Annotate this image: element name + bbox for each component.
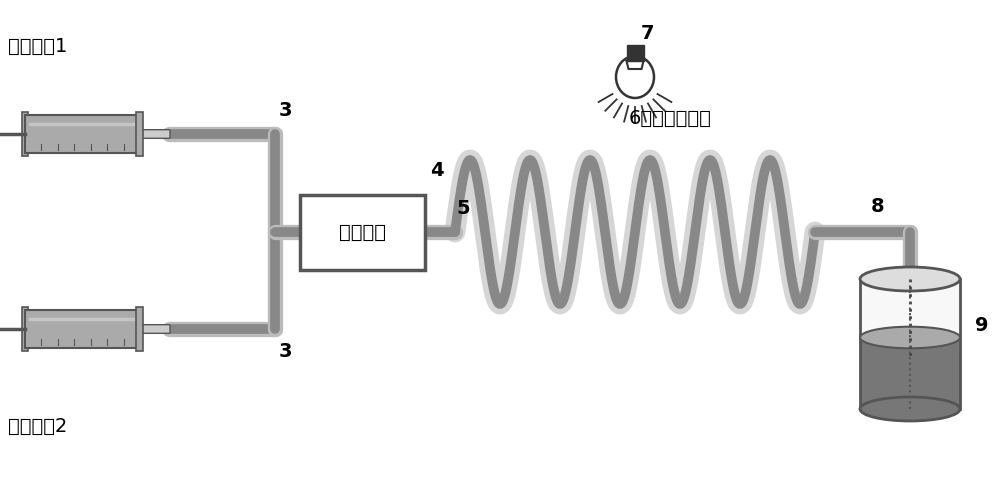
Text: 5: 5 xyxy=(456,199,470,218)
Bar xyxy=(136,112,143,156)
Text: 4: 4 xyxy=(430,162,444,181)
Text: 6微通道反应器: 6微通道反应器 xyxy=(629,109,711,128)
Text: 8: 8 xyxy=(871,197,885,216)
Text: 微混合器: 微混合器 xyxy=(339,223,386,242)
Polygon shape xyxy=(626,61,644,69)
Bar xyxy=(626,45,644,61)
Text: 7: 7 xyxy=(640,24,654,43)
Ellipse shape xyxy=(616,56,654,98)
Text: 料液进口1: 料液进口1 xyxy=(8,36,67,56)
Text: 9: 9 xyxy=(975,316,988,335)
Bar xyxy=(22,112,28,156)
Text: 3: 3 xyxy=(278,101,292,120)
Bar xyxy=(300,195,425,270)
Bar xyxy=(25,310,140,348)
Polygon shape xyxy=(860,337,960,409)
FancyBboxPatch shape xyxy=(139,325,170,333)
Bar xyxy=(25,115,140,153)
Ellipse shape xyxy=(860,397,960,421)
Ellipse shape xyxy=(860,267,960,291)
Ellipse shape xyxy=(860,327,960,348)
Polygon shape xyxy=(860,279,960,337)
Bar xyxy=(22,307,28,351)
Text: 3: 3 xyxy=(278,342,292,361)
FancyBboxPatch shape xyxy=(139,130,170,138)
Bar xyxy=(136,307,143,351)
Text: 料液进口2: 料液进口2 xyxy=(8,417,67,436)
